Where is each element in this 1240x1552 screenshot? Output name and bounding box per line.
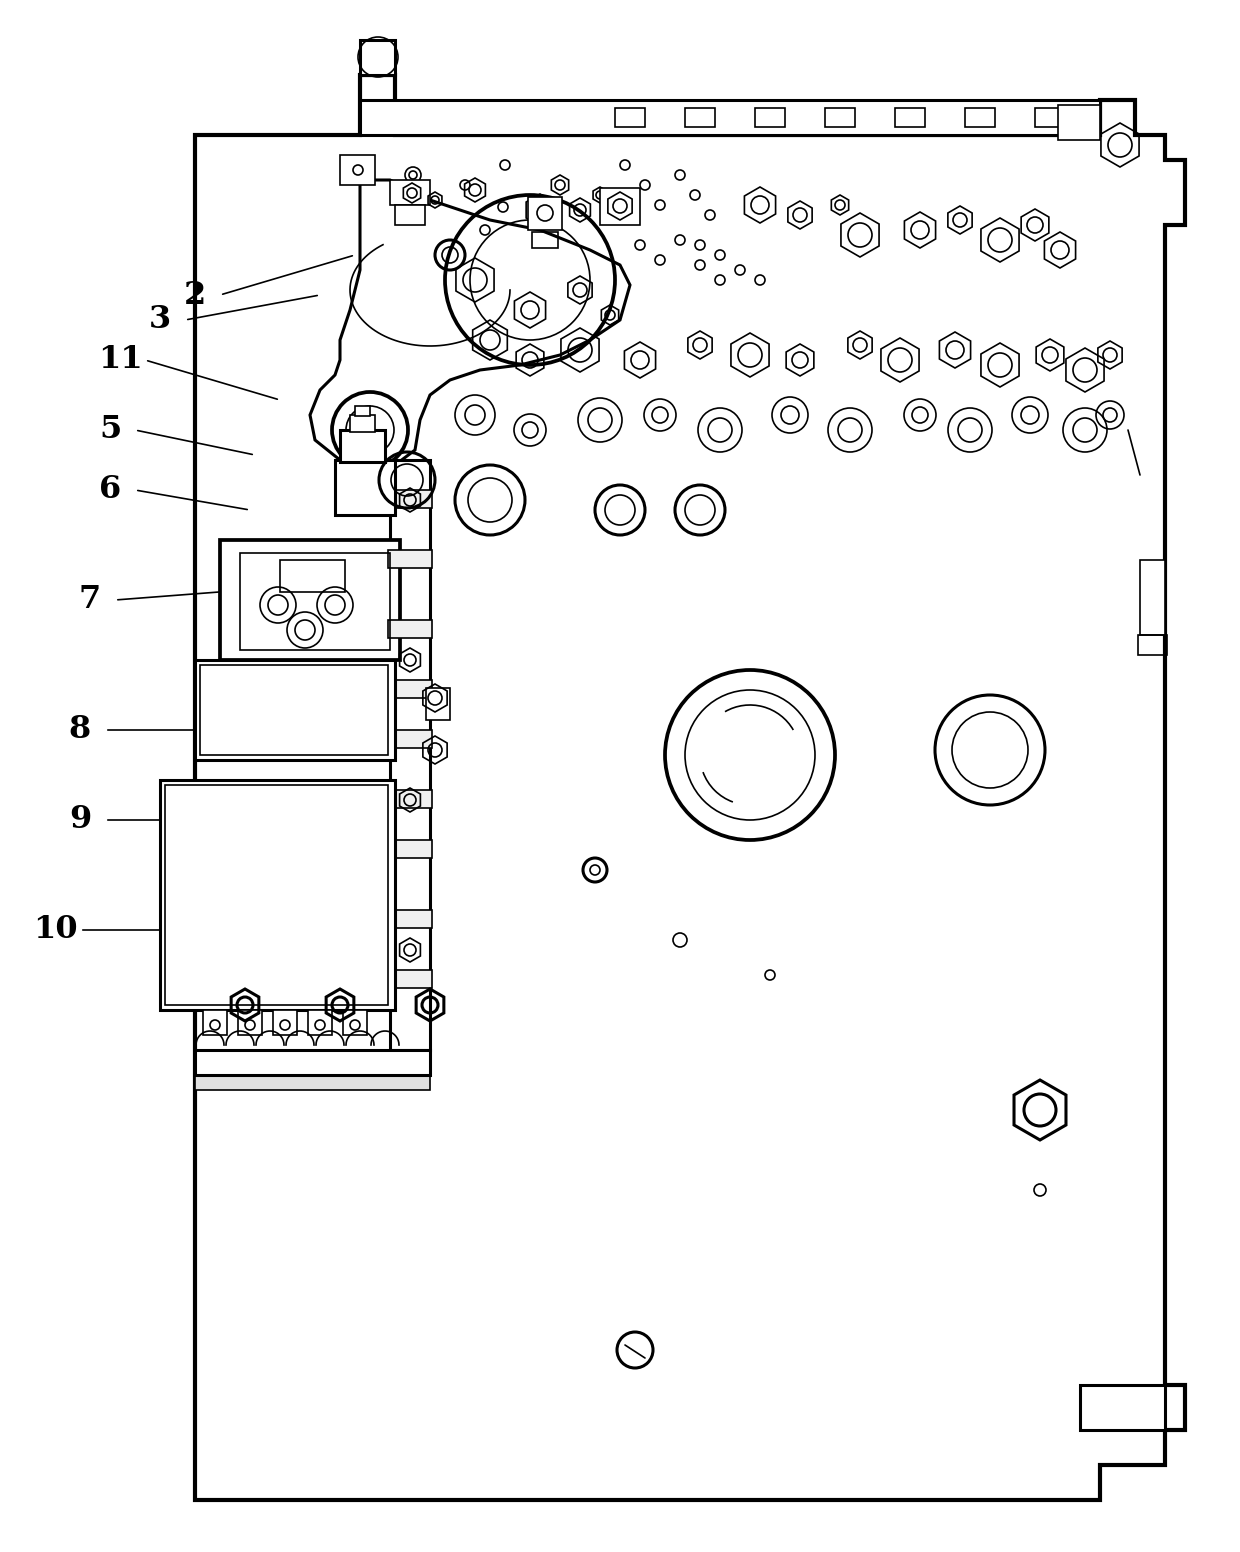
Bar — [615, 109, 645, 127]
Bar — [165, 785, 388, 1006]
Bar — [203, 1010, 227, 1035]
Bar — [755, 109, 785, 127]
Bar — [391, 180, 430, 205]
Bar — [238, 1010, 262, 1035]
Bar — [160, 781, 396, 1010]
Bar — [388, 490, 432, 508]
Bar — [388, 680, 432, 698]
Text: 3: 3 — [149, 304, 171, 335]
Text: 2: 2 — [184, 279, 206, 310]
Bar — [308, 1010, 332, 1035]
Bar — [343, 1010, 367, 1035]
Bar — [340, 430, 384, 462]
Bar — [600, 188, 640, 225]
Bar — [335, 459, 396, 515]
Bar — [195, 1051, 430, 1076]
Polygon shape — [310, 180, 630, 470]
Bar — [1138, 635, 1167, 655]
Bar — [528, 197, 562, 230]
Bar — [1058, 106, 1100, 140]
Bar — [360, 115, 1100, 130]
Text: 10: 10 — [32, 914, 77, 945]
Bar — [195, 660, 396, 760]
Bar — [219, 540, 401, 660]
Bar — [273, 1010, 298, 1035]
Bar — [1035, 109, 1065, 127]
Bar — [355, 407, 370, 416]
Text: 8: 8 — [69, 714, 91, 745]
Bar — [684, 109, 715, 127]
Polygon shape — [360, 40, 396, 74]
Bar — [427, 688, 450, 720]
Bar — [391, 459, 430, 1051]
Bar — [388, 970, 432, 989]
Bar — [532, 231, 558, 248]
Text: 7: 7 — [79, 585, 102, 616]
Text: 9: 9 — [69, 804, 91, 835]
Bar — [388, 619, 432, 638]
Bar — [388, 909, 432, 928]
Bar — [1080, 1384, 1166, 1429]
Bar — [195, 1076, 430, 1090]
Text: 6: 6 — [99, 475, 122, 506]
Polygon shape — [195, 74, 1185, 1499]
Bar — [965, 109, 994, 127]
Bar — [388, 840, 432, 858]
Bar — [825, 109, 856, 127]
Bar — [1140, 560, 1166, 635]
Bar — [396, 205, 425, 225]
Bar — [360, 99, 1100, 135]
Bar — [241, 553, 391, 650]
Bar — [388, 729, 432, 748]
Bar — [895, 109, 925, 127]
Bar — [340, 155, 374, 185]
Bar — [280, 560, 345, 591]
Bar — [200, 664, 388, 754]
Bar — [388, 549, 432, 568]
Text: 5: 5 — [99, 414, 122, 445]
Text: 11: 11 — [98, 345, 143, 376]
Bar — [350, 414, 374, 431]
Bar — [388, 790, 432, 809]
